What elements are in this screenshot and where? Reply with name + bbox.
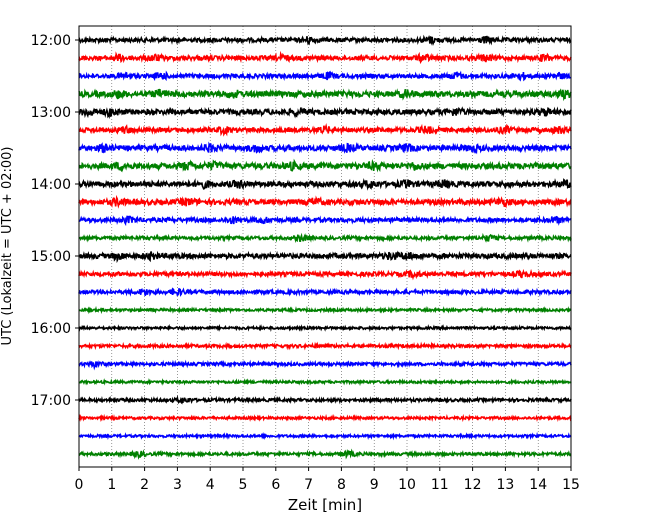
trace-1700 <box>78 394 572 405</box>
y-tick-label: 13:00 <box>31 105 71 121</box>
x-tick-label: 5 <box>239 477 248 493</box>
trace-1430 <box>78 214 572 227</box>
x-tick-label: 9 <box>370 477 379 493</box>
x-tick-label: 4 <box>206 477 215 493</box>
trace-1445 <box>78 232 572 244</box>
trace-layer <box>78 34 572 460</box>
x-tick-label: 13 <box>496 477 514 493</box>
trace-1730 <box>78 431 572 441</box>
y-tick-label: 14:00 <box>31 177 71 193</box>
x-tick-label: 10 <box>398 477 416 493</box>
trace-1745 <box>78 448 572 460</box>
trace-1315 <box>78 122 572 137</box>
x-tick-label: 3 <box>173 477 182 493</box>
trace-1615 <box>78 341 572 351</box>
x-tick-label: 12 <box>464 477 482 493</box>
x-tick-label: 7 <box>304 477 313 493</box>
trace-1630 <box>78 359 572 371</box>
trace-1500 <box>78 250 572 264</box>
y-axis: 12:00 13:00 14:00 15:00 16:00 17:00 <box>31 33 79 409</box>
y-tick-label: 12:00 <box>31 33 71 49</box>
trace-1245 <box>78 88 572 102</box>
trace-1545 <box>78 305 572 315</box>
x-tick-label: 11 <box>431 477 449 493</box>
x-axis: 0 1 2 3 4 5 6 7 8 9 10 11 12 13 14 15 <box>75 467 580 493</box>
x-tick-label: 6 <box>271 477 280 493</box>
trace-1300 <box>78 106 572 120</box>
trace-1200 <box>78 34 572 46</box>
trace-1645 <box>78 378 572 387</box>
y-axis-label: UTC (Lokalzeit = UTC + 02:00) <box>0 147 15 346</box>
trace-1330 <box>78 141 572 155</box>
trace-1400 <box>78 178 572 191</box>
y-tick-label: 16:00 <box>31 321 71 337</box>
x-tick-label: 1 <box>107 477 116 493</box>
trace-1345 <box>78 158 572 173</box>
x-tick-label: 14 <box>529 477 547 493</box>
y-tick-label: 17:00 <box>31 393 71 409</box>
trace-1230 <box>78 70 572 82</box>
trace-1600 <box>78 323 572 333</box>
x-tick-label: 2 <box>140 477 149 493</box>
x-axis-label: Zeit [min] <box>288 496 362 514</box>
trace-1215 <box>78 50 572 65</box>
x-tick-label: 15 <box>562 477 580 493</box>
x-tick-label: 0 <box>75 477 84 493</box>
x-tick-label: 8 <box>337 477 346 493</box>
trace-1530 <box>78 287 572 297</box>
trace-1515 <box>78 268 572 281</box>
plot-frame <box>78 25 572 468</box>
trace-1415 <box>78 194 572 209</box>
y-tick-label: 15:00 <box>31 249 71 265</box>
trace-1715 <box>78 413 572 423</box>
